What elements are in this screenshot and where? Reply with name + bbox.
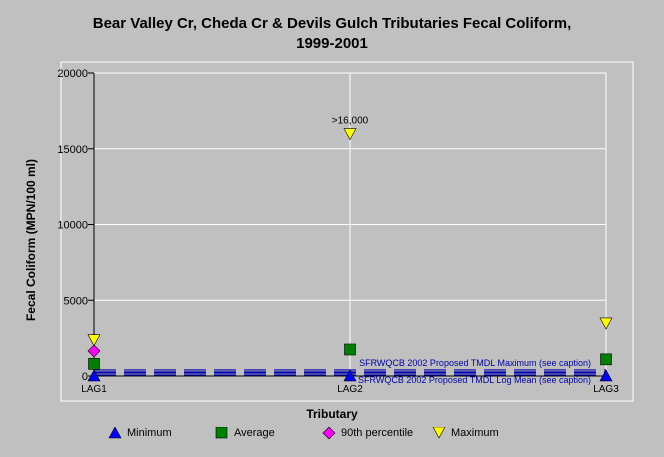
x-tick-label: LAG2: [337, 384, 363, 395]
reference-line-label: SFRWQCB 2002 Proposed TMDL Maximum (see …: [359, 358, 591, 368]
legend-item-minimum: Minimum: [108, 427, 215, 439]
x-axis-label: Tributary: [306, 407, 358, 421]
chart-title-line-1: Bear Valley Cr, Cheda Cr & Devils Gulch …: [92, 15, 572, 32]
legend-label-maximum: Maximum: [451, 427, 499, 439]
marker-average: [344, 343, 356, 356]
chart-title-line-2: 1999-2001: [296, 35, 368, 52]
legend-item-maximum: Maximum: [432, 427, 499, 439]
x-tick-label: LAG1: [81, 384, 107, 395]
legend-item-90th-percentile: 90th percentile: [322, 427, 432, 439]
chart-title: Bear Valley Cr, Cheda Cr & Devils Gulch …: [0, 14, 664, 54]
annotation-label: >16,000: [332, 116, 369, 127]
marker-average: [88, 358, 100, 370]
marker-minimum: [87, 369, 101, 382]
legend-marker-90th-percentile: [322, 427, 336, 439]
legend-label-average: Average: [234, 427, 275, 439]
marker-90th-percentile: [87, 344, 101, 358]
y-tick-label: 5000: [64, 295, 88, 307]
y-tick-label: 10000: [57, 220, 88, 232]
marker-minimum: [599, 369, 613, 382]
y-tick-label: 20000: [57, 68, 88, 80]
marker-average: [600, 353, 612, 366]
marker-minimum: [343, 369, 357, 382]
y-tick-label: 15000: [57, 144, 88, 156]
marker-maximum: [87, 334, 101, 347]
marker-maximum: [599, 317, 613, 330]
chart-legend: Minimum Average 90th percentile Maximum: [108, 427, 499, 439]
legend-marker-maximum: [432, 427, 446, 439]
marker-maximum: [343, 128, 357, 141]
legend-marker-minimum: [108, 427, 122, 439]
y-tick-label: 0: [82, 371, 88, 383]
x-tick-label: LAG3: [593, 384, 619, 395]
legend-label-90th-percentile: 90th percentile: [341, 427, 414, 439]
legend-label-minimum: Minimum: [127, 427, 172, 439]
reference-line-label: SFRWQCB 2002 Proposed TMDL Log Mean (see…: [358, 375, 591, 385]
legend-item-average: Average: [215, 427, 322, 439]
legend-marker-average: [215, 427, 228, 439]
